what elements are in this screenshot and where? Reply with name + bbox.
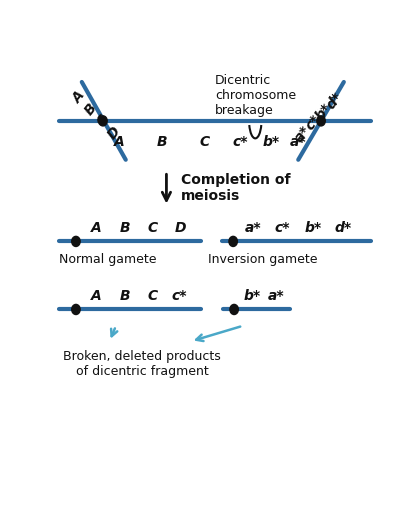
- Text: A: A: [91, 289, 102, 303]
- Text: Inversion gamete: Inversion gamete: [208, 253, 317, 266]
- Text: b*: b*: [244, 289, 260, 303]
- Text: b*: b*: [263, 135, 280, 149]
- Circle shape: [99, 116, 107, 126]
- Text: B: B: [119, 221, 130, 235]
- Text: D: D: [105, 124, 123, 141]
- Text: d*: d*: [323, 89, 345, 112]
- Circle shape: [317, 116, 325, 126]
- Text: a*: a*: [268, 289, 284, 303]
- Text: c*: c*: [233, 135, 248, 149]
- Text: b*: b*: [304, 221, 321, 235]
- Text: C: C: [148, 289, 158, 303]
- Text: B: B: [119, 289, 130, 303]
- Text: D: D: [175, 221, 186, 235]
- Text: a*: a*: [244, 221, 261, 235]
- Text: C: C: [94, 113, 111, 129]
- Text: c*: c*: [303, 113, 323, 133]
- Text: a*: a*: [292, 124, 313, 145]
- Text: d*: d*: [335, 221, 352, 235]
- Text: A: A: [71, 89, 88, 106]
- Text: c*: c*: [275, 221, 290, 235]
- Text: Normal gamete: Normal gamete: [59, 253, 157, 266]
- Text: B: B: [156, 135, 167, 149]
- Text: Completion of
meiosis: Completion of meiosis: [181, 173, 291, 203]
- Text: B: B: [82, 100, 100, 118]
- Circle shape: [72, 236, 80, 246]
- Text: a*: a*: [290, 135, 307, 149]
- Circle shape: [230, 305, 239, 315]
- Text: b*: b*: [313, 101, 334, 123]
- Circle shape: [72, 305, 80, 315]
- Circle shape: [229, 236, 237, 246]
- Text: Dicentric
chromosome
breakage: Dicentric chromosome breakage: [215, 74, 297, 117]
- Text: Broken, deleted products
of dicentric fragment: Broken, deleted products of dicentric fr…: [63, 350, 221, 378]
- Text: A: A: [114, 135, 125, 149]
- Text: c*: c*: [172, 289, 187, 303]
- Text: C: C: [200, 135, 210, 149]
- Text: C: C: [148, 221, 158, 235]
- Text: A: A: [91, 221, 102, 235]
